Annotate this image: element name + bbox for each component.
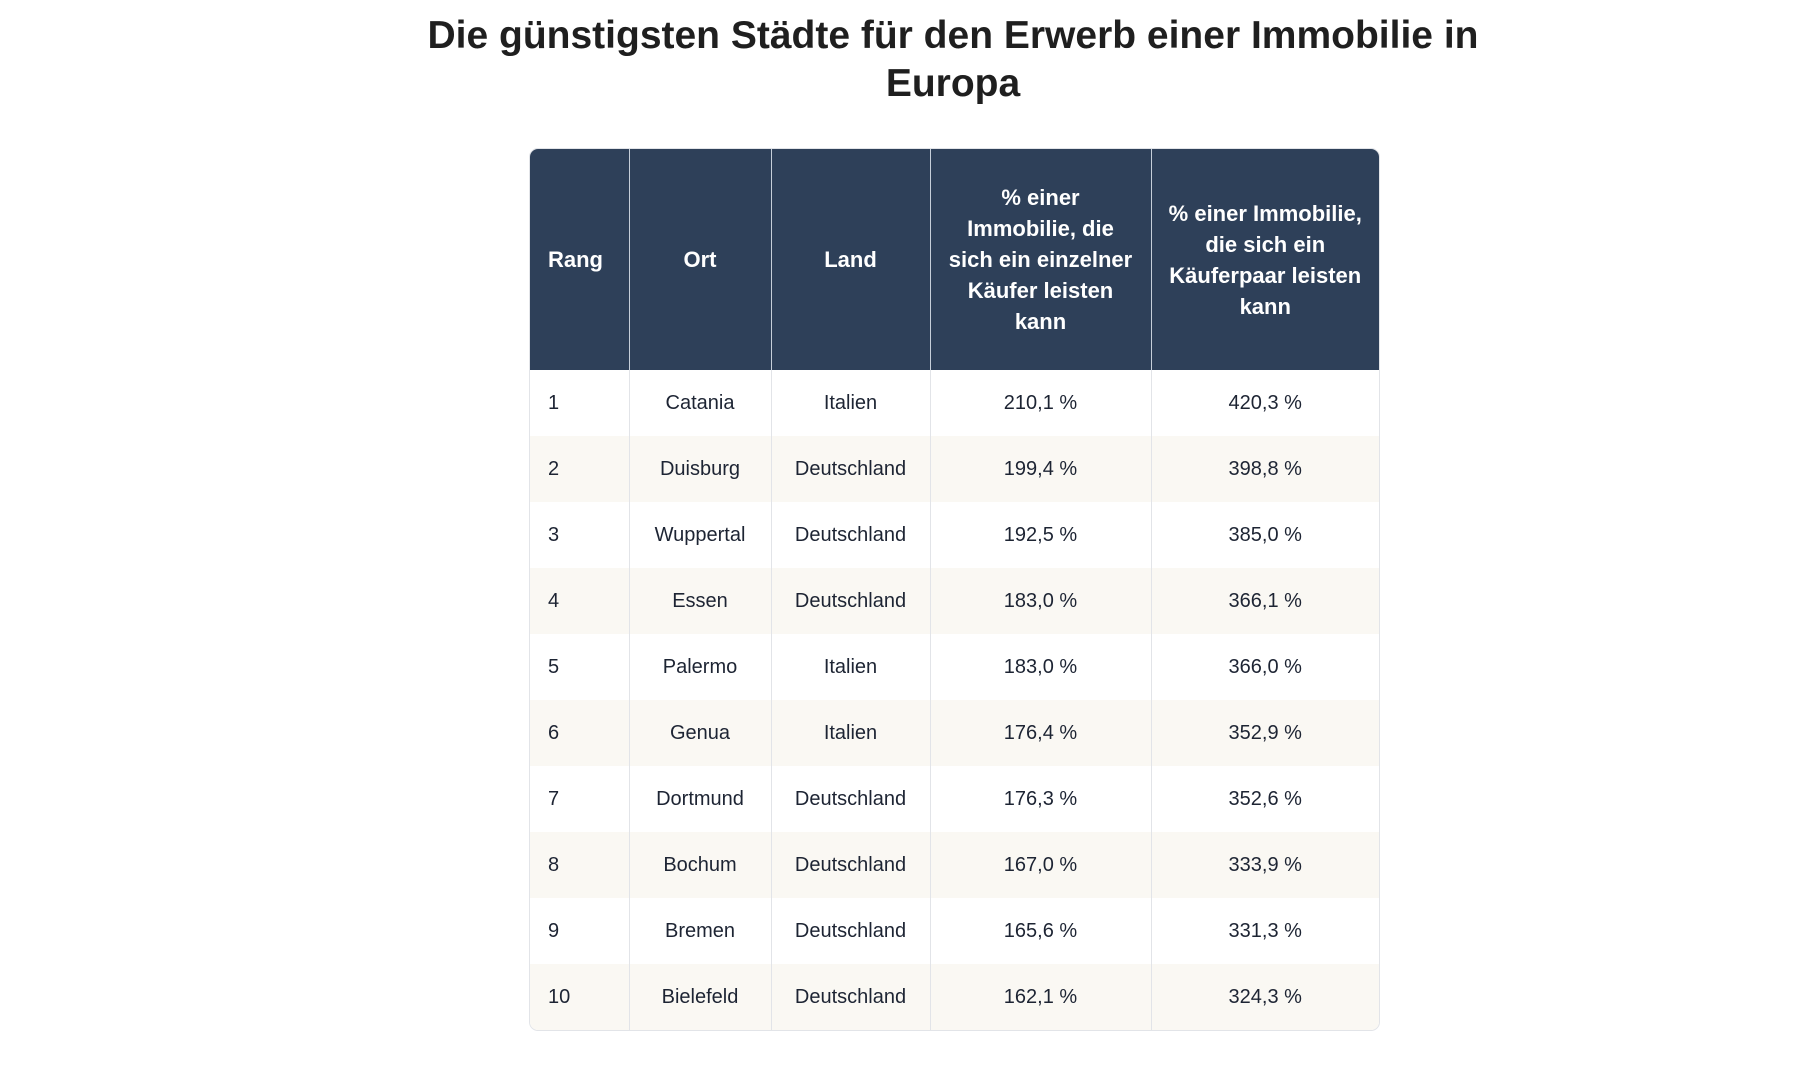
table-row: 10 Bielefeld Deutschland 162,1 % 324,3 %	[530, 964, 1379, 1030]
table-header-row: Rang Ort Land% einer Immobilie, die sich e…	[530, 149, 1379, 370]
ranking-table-container: Rang Ort Land% einer Immobilie, die sich e…	[529, 148, 1380, 1031]
ranking-table: Rang Ort Land% einer Immobilie, die sich e…	[530, 149, 1379, 1030]
cell-country: Deutschland	[770, 568, 930, 634]
column-header-city: Ort	[628, 149, 771, 370]
column-header-single-buyer-percent: % einer Immobilie, die sich ein einzelne…	[929, 149, 1151, 370]
table-row: 7 Dortmund Deutschland 176,3 % 352,6 %	[530, 766, 1379, 832]
cell-rank: 7	[548, 787, 560, 810]
cell-city: Bochum	[628, 832, 771, 898]
cell-couple-percent: 420,3 %	[1150, 370, 1379, 436]
cell-single-buyer-percent: 183,0 %	[929, 634, 1151, 700]
cell-couple-percent: 385,0 %	[1150, 502, 1379, 568]
table-row: 9 Bremen Deutschland 165,6 % 331,3 %	[530, 898, 1379, 964]
cell-country: Deutschland	[770, 502, 930, 568]
cell-city: Genua	[628, 700, 771, 766]
cell-city: Wuppertal	[628, 502, 771, 568]
table-row: 5 Palermo Italien 183,0 % 366,0 %	[530, 634, 1379, 700]
page-title: Die günstigsten Städte für den Erwerb ei…	[427, 14, 1479, 105]
cell-couple-percent: 324,3 %	[1150, 964, 1379, 1030]
table-row: 6 Genua Italien 176,4 % 352,9 %	[530, 700, 1379, 766]
cell-couple-percent: 333,9 %	[1150, 832, 1379, 898]
cell-rank: 6	[530, 700, 629, 766]
table-row: 2 Duisburg Deutschland 199,4 % 398,8 %	[530, 436, 1379, 502]
cell-city: Bielefeld	[628, 964, 771, 1030]
cell-city: Essen	[628, 568, 771, 634]
cell-single-buyer-percent: 192,5 %	[929, 502, 1151, 568]
cell-country: Italien	[770, 700, 930, 766]
table-row: 1 Catania Italien 210,1 % 420,3 %	[530, 370, 1379, 436]
cell-single-buyer-percent: 176,3 %	[929, 766, 1151, 832]
cell-single-buyer-percent: 165,6 %	[929, 898, 1151, 964]
cell-couple-percent: 331,3 %	[1150, 898, 1379, 964]
table-row: 4 Essen Deutschland 183,0 % 366,1 %	[530, 568, 1379, 634]
table-row: 8 Bochum Deutschland 167,0 % 333,9 %	[530, 832, 1379, 898]
cell-country: Deutschland	[770, 436, 930, 502]
cell-rank: 10	[530, 964, 629, 1030]
cell-city: Duisburg	[628, 436, 771, 502]
cell-couple-percent: 366,0 %	[1150, 634, 1379, 700]
cell-city: Palermo	[628, 634, 771, 700]
cell-single-buyer-percent: 167,0 %	[929, 832, 1151, 898]
cell-couple-percent: 352,9 %	[1150, 700, 1379, 766]
cell-rank: 5	[548, 655, 560, 678]
cell-rank: 9	[548, 919, 560, 942]
table-row: 3 Wuppertal Deutschland 192,5 % 385,0 %	[530, 502, 1379, 568]
cell-city: Dortmund	[628, 766, 771, 832]
cell-rank: 3	[548, 523, 560, 546]
cell-couple-percent: 366,1 %	[1150, 568, 1379, 634]
cell-country: Deutschland	[770, 832, 930, 898]
cell-country: Italien	[770, 634, 930, 700]
cell-single-buyer-percent: 183,0 %	[929, 568, 1151, 634]
cell-rank: 4	[530, 568, 629, 634]
cell-single-buyer-percent: 210,1 %	[929, 370, 1151, 436]
cell-single-buyer-percent: 176,4 %	[929, 700, 1151, 766]
column-header-couple-percent: % einer Immobilie, die sich ein Käuferpa…	[1150, 149, 1379, 370]
cell-couple-percent: 352,6 %	[1150, 766, 1379, 832]
cell-couple-percent: 398,8 %	[1150, 436, 1379, 502]
cell-rank: 2	[530, 436, 629, 502]
column-header-rank: Rang	[530, 149, 629, 370]
cell-rank: 1	[548, 391, 560, 414]
cell-single-buyer-percent: 162,1 %	[929, 964, 1151, 1030]
cell-country: Deutschland	[770, 766, 930, 832]
cell-rank: 8	[530, 832, 629, 898]
column-header-country: Land	[770, 149, 930, 370]
cell-country: Deutschland	[770, 964, 930, 1030]
cell-country: Italien	[770, 370, 930, 436]
cell-single-buyer-percent: 199,4 %	[929, 436, 1151, 502]
cell-city: Bremen	[628, 898, 771, 964]
cell-city: Catania	[628, 370, 771, 436]
cell-country: Deutschland	[770, 898, 930, 964]
